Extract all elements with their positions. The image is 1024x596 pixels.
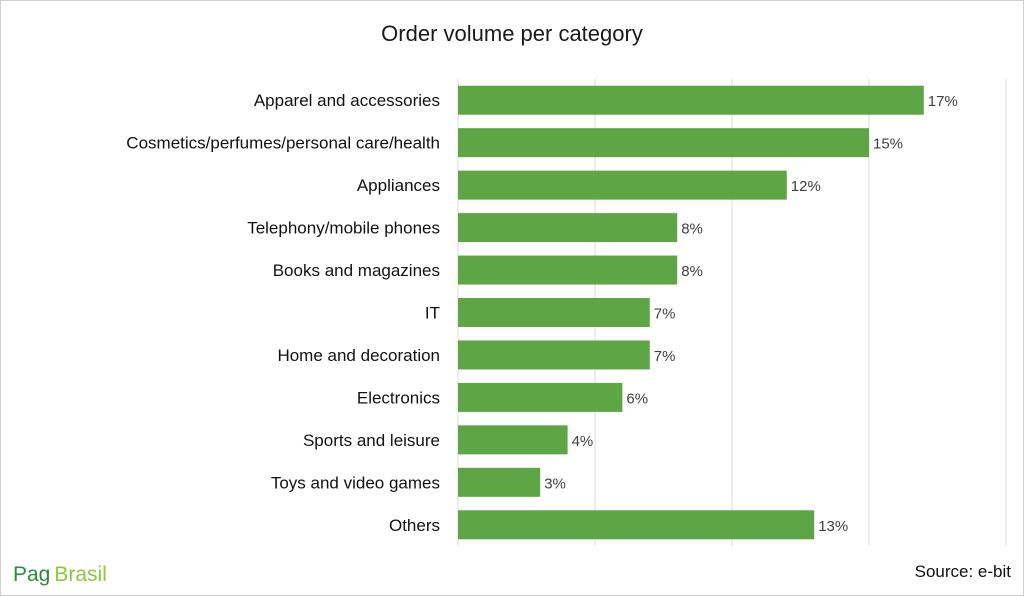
bar: [458, 128, 869, 158]
logo-pag: Pag: [13, 563, 50, 586]
data-label: 8%: [681, 263, 703, 280]
category-label: Telephony/mobile phones: [247, 219, 440, 238]
bar: [458, 85, 924, 115]
category-label: Books and magazines: [273, 261, 440, 280]
source-note: Source: e-bit: [915, 562, 1012, 581]
data-labels: 17% 15% 12% 8% 8% 7% 7% 6% 4% 3% 13%: [544, 93, 958, 535]
data-label: 4%: [572, 433, 594, 450]
pagbrasil-logo: Pag Brasil: [13, 563, 107, 586]
category-label: Others: [389, 516, 440, 535]
data-label: 13%: [818, 518, 848, 535]
category-label: Electronics: [357, 388, 440, 407]
data-label: 15%: [873, 136, 903, 153]
data-label: 7%: [654, 306, 676, 323]
bar: [458, 467, 541, 497]
bar: [458, 510, 815, 540]
category-label: Sports and leisure: [303, 431, 440, 450]
data-label: 17%: [928, 93, 958, 110]
category-label: Toys and video games: [271, 473, 440, 492]
data-label: 7%: [654, 348, 676, 365]
data-label: 6%: [626, 390, 648, 407]
category-label: Appliances: [357, 176, 440, 195]
logo-brasil: Brasil: [54, 563, 107, 586]
category-label: Home and decoration: [277, 346, 440, 365]
data-label: 12%: [791, 178, 821, 195]
bar: [458, 298, 650, 327]
category-label: Apparel and accessories: [254, 91, 440, 110]
data-label: 8%: [681, 221, 703, 238]
category-label: IT: [425, 304, 440, 323]
bar: [458, 340, 650, 370]
bar: [458, 170, 787, 200]
bar: [458, 255, 678, 285]
data-label: 3%: [544, 475, 566, 492]
chart-title: Order volume per category: [381, 21, 643, 46]
bar: [458, 425, 568, 455]
bars: [458, 85, 924, 540]
bar: [458, 213, 678, 243]
category-label: Cosmetics/perfumes/personal care/health: [126, 134, 440, 153]
bar: [458, 382, 623, 412]
category-labels: Apparel and accessories Cosmetics/perfume…: [126, 91, 440, 535]
